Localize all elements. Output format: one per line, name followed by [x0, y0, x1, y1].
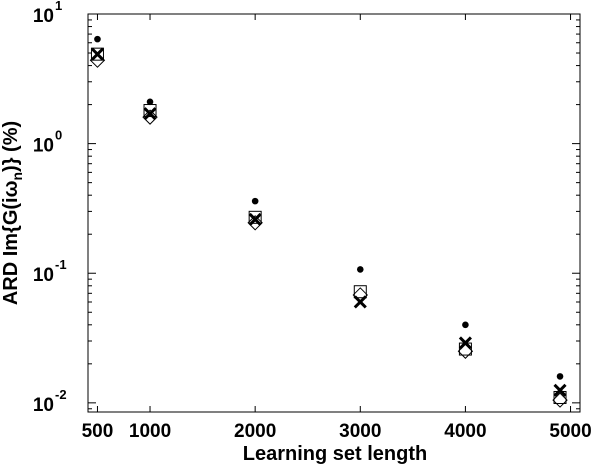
y-tick-label-exponent: -1: [55, 257, 67, 272]
diamond-marker-point: [457, 343, 474, 359]
dot-marker-point: [146, 98, 154, 106]
x-tick-label: 3000: [339, 421, 381, 442]
x-tick-label: 500: [82, 421, 114, 442]
x-tick-label: 5000: [549, 421, 591, 442]
dot-marker-point: [556, 373, 564, 380]
cross-marker-point: [458, 336, 472, 350]
cross-marker-point: [143, 107, 157, 121]
cross-marker-point: [90, 47, 105, 61]
cross-marker-point: [248, 212, 262, 227]
y-tick-label-base: 10: [33, 6, 54, 27]
dot-marker-point: [94, 35, 101, 43]
y-tick-label-exponent: -2: [55, 387, 67, 402]
y-axis-label-subscript: n: [9, 172, 25, 181]
y-tick-label-exponent: 0: [55, 128, 62, 143]
y-tick-label-exponent: 1: [55, 0, 62, 13]
y-tick-label-base: 10: [33, 136, 54, 157]
dot-marker-point: [462, 321, 469, 329]
x-tick-label: 2000: [234, 421, 276, 442]
diamond-marker-point: [247, 215, 263, 231]
dot-marker-point: [251, 197, 259, 205]
diamond-marker-point: [352, 287, 368, 303]
diamond-marker-point: [142, 109, 158, 125]
x-tick-label: 1000: [129, 421, 171, 442]
y-axis-label-prefix: ARD Im{G(iω: [0, 180, 22, 305]
dot-marker-point: [356, 266, 364, 273]
y-tick-label-base: 10: [33, 395, 54, 416]
square-marker-point: [353, 285, 367, 299]
diamond-marker-point: [89, 52, 106, 68]
plot-area-frame: [87, 13, 581, 413]
square-marker-point: [143, 104, 157, 118]
diamond-marker-point: [552, 392, 568, 408]
x-axis-label: Learning set length: [243, 443, 427, 465]
square-marker-point: [90, 47, 104, 61]
y-axis-label-suffix: )} (%): [0, 121, 22, 172]
y-axis-label: ARD Im{G(iωn)} (%): [0, 121, 25, 305]
x-tick-label: 4000: [444, 421, 486, 442]
y-tick-label-base: 10: [33, 265, 54, 286]
square-marker-point: [248, 210, 262, 224]
cross-marker-point: [553, 383, 567, 397]
data-markers: [89, 35, 568, 408]
x-axis-ticks: 500 1000 2000 3000 4000 5000: [82, 14, 592, 442]
